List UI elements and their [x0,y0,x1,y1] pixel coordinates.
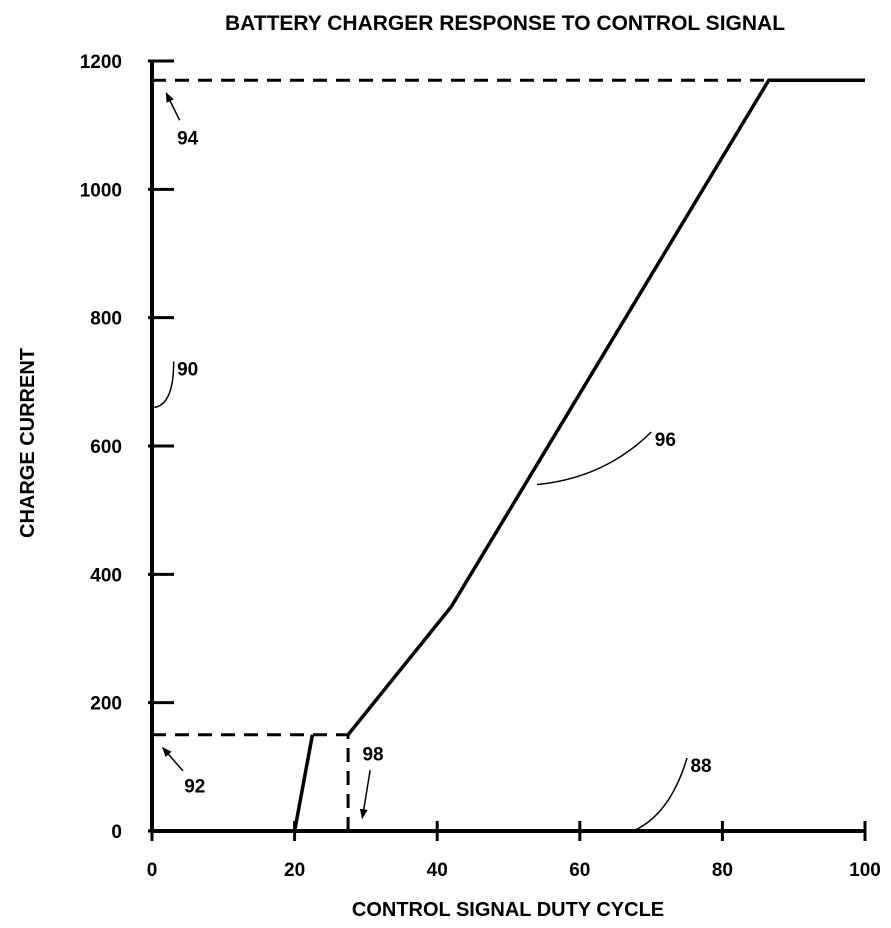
annotation-arrow [359,770,371,820]
annotation-leader [536,431,652,486]
x-tick-label: 20 [284,860,305,881]
annotation-arrow [162,746,184,772]
x-axis-title: CONTROL SIGNAL DUTY CYCLE [352,899,664,921]
x-tick-label: 100 [849,860,881,881]
series [292,78,865,832]
x-tick-label: 0 [147,860,158,881]
annotation-leader [632,757,688,832]
annotation-label: 94 [177,128,199,149]
series-line [346,78,865,736]
y-axis-title: CHARGE CURRENT [17,348,39,538]
y-tick-label: 800 [90,309,122,330]
x-tick-label: 80 [712,860,733,881]
y-tick-label: 0 [111,822,122,843]
annotation-label: 98 [362,744,383,765]
annotation-label: 92 [184,777,205,798]
y-tick-label: 1000 [80,180,122,201]
y-tick-label: 1200 [80,52,122,73]
y-tick-label: 600 [90,437,122,458]
reference-lines [152,78,769,831]
annotation-arrow [165,92,181,121]
series-line [292,734,315,832]
y-tick-label: 200 [90,694,122,715]
y-tick-label: 400 [90,565,122,586]
annotation-label: 96 [655,430,676,451]
axes [150,61,865,833]
x-tick-label: 60 [569,860,590,881]
annotation-label: 90 [177,359,198,380]
annotation-label: 88 [690,756,711,777]
x-tick-label: 40 [427,860,448,881]
chart-title: BATTERY CHARGER RESPONSE TO CONTROL SIGN… [225,12,785,35]
annotation-leader [153,361,175,409]
annotations: 94 90 96 92 98 88 [153,92,712,832]
